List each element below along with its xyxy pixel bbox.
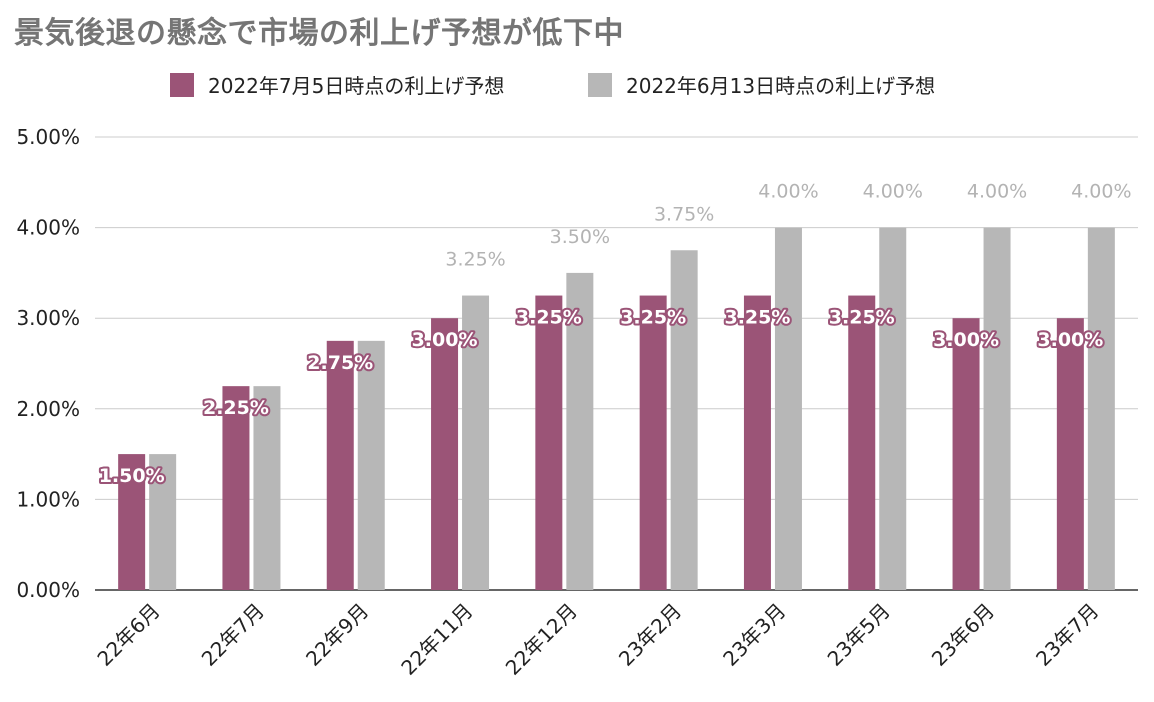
data-label-series-1: 3.00%: [1037, 329, 1103, 351]
bar-series-2: [879, 227, 907, 590]
data-label-series-1: 3.25%: [829, 307, 895, 329]
legend-item-series-1: 2022年7月5日時点の利上げ予想: [170, 70, 504, 99]
bar-series-1: [118, 454, 146, 590]
bar-series-2: [983, 227, 1011, 590]
bar-series-2: [253, 386, 281, 590]
bar-series-2: [149, 454, 177, 590]
data-label-series-1: 3.25%: [724, 307, 790, 329]
legend-swatch-series-2: [588, 72, 612, 97]
data-label-series-1: 2.25%: [203, 397, 269, 419]
bar-series-2: [670, 250, 698, 590]
data-label-series-2: 4.00%: [967, 181, 1027, 203]
y-tick-label: 4.00%: [16, 216, 80, 240]
data-label-series-2: 3.50%: [550, 226, 610, 248]
legend-swatch-series-1: [170, 72, 194, 97]
data-label-series-2: 4.00%: [1071, 181, 1131, 203]
x-tick-label: 23年2月: [614, 599, 686, 671]
bar-series-1: [326, 340, 354, 590]
data-label-series-2: 3.75%: [654, 203, 714, 225]
legend-item-series-2: 2022年6月13日時点の利上げ予想: [588, 70, 935, 99]
y-tick-label: 1.00%: [16, 487, 80, 511]
data-label-series-1: 3.25%: [620, 307, 686, 329]
data-label-series-1: 3.25%: [516, 307, 582, 329]
x-tick-label: 22年6月: [92, 599, 164, 671]
bar-series-1: [222, 386, 250, 590]
data-label-series-2: 4.00%: [863, 181, 923, 203]
bar-series-1: [848, 295, 876, 590]
data-label-series-1: 3.00%: [412, 329, 478, 351]
bar-series-2: [462, 295, 490, 590]
bar-series-1: [1056, 318, 1084, 590]
x-tick-label: 22年11月: [396, 599, 477, 680]
bar-series-2: [566, 272, 594, 590]
x-tick-label: 22年12月: [501, 599, 582, 680]
bar-series-1: [952, 318, 980, 590]
data-label-series-1: 1.50%: [99, 465, 165, 487]
legend-label-series-1: 2022年7月5日時点の利上げ予想: [208, 74, 505, 98]
y-tick-label: 3.00%: [16, 306, 80, 330]
legend: 2022年7月5日時点の利上げ予想 2022年6月13日時点の利上げ予想: [0, 70, 1154, 102]
data-label-series-2: 4.00%: [758, 181, 818, 203]
x-tick-label: 23年6月: [927, 599, 999, 671]
legend-label-series-2: 2022年6月13日時点の利上げ予想: [626, 74, 936, 98]
chart-title: 景気後退の懸念で市場の利上げ予想が低下中: [14, 16, 624, 51]
y-tick-label: 0.00%: [16, 578, 80, 602]
bar-series-2: [1087, 227, 1115, 590]
data-label-series-1: 2.75%: [307, 352, 373, 374]
y-tick-label: 5.00%: [16, 125, 80, 149]
bar-series-1: [431, 318, 459, 590]
x-tick-label: 23年7月: [1031, 599, 1103, 671]
y-tick-label: 2.00%: [16, 397, 80, 421]
x-tick-label: 22年7月: [197, 599, 269, 671]
x-tick-label: 23年5月: [823, 599, 895, 671]
bar-series-1: [639, 295, 667, 590]
bar-series-2: [774, 227, 802, 590]
data-label-series-1: 3.00%: [933, 329, 999, 351]
bar-series-2: [357, 340, 385, 590]
bar-series-1: [535, 295, 563, 590]
x-tick-label: 22年9月: [301, 599, 373, 671]
bar-series-1: [743, 295, 771, 590]
x-tick-label: 23年3月: [718, 599, 790, 671]
data-label-series-2: 3.25%: [445, 249, 505, 271]
